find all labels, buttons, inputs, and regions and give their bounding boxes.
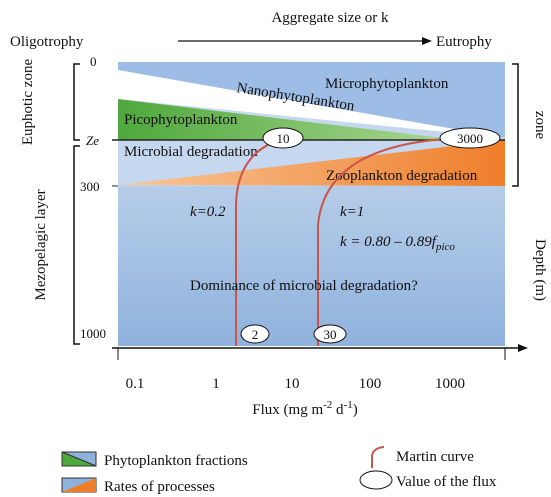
x-tick-label: 100	[359, 376, 382, 392]
x-tick-label: 1000	[435, 376, 465, 392]
zone-label: Euphotic zone	[20, 59, 36, 146]
formula: k = 0.80 – 0.89fpico	[340, 234, 455, 253]
x-tick-label: 1	[212, 376, 220, 392]
legend-text: Value of the flux	[396, 474, 497, 490]
right-label: Depth (m)	[532, 239, 548, 301]
x-label-part: d	[332, 402, 344, 418]
region-label: Microbial degradation	[124, 144, 258, 160]
depth-tick: 300	[80, 179, 100, 194]
legend-icon	[61, 451, 97, 467]
curve-label: k=1	[340, 204, 364, 220]
arrow-head	[422, 37, 432, 45]
region-label: Zooplankton degradation	[326, 168, 478, 184]
pico-region	[118, 99, 450, 140]
x-tick-label: 0.1	[126, 376, 145, 392]
x-label-sup: -2	[323, 399, 332, 411]
x-label-part: Flux (mg m	[252, 402, 323, 418]
formula-sub: pico	[435, 241, 455, 253]
legend-text: Rates of processes	[104, 479, 215, 495]
flux-value: 3000	[457, 131, 483, 146]
question: Dominance of microbial degradation?	[190, 278, 418, 294]
flux-value: 10	[277, 131, 290, 146]
x-label: Flux (mg m-2 d-1)	[252, 399, 357, 418]
depth-tick: 0	[90, 54, 97, 69]
zoo-region	[118, 140, 505, 186]
flux-value: 30	[324, 327, 337, 342]
bracket	[73, 145, 80, 345]
flux-value: 2	[252, 327, 259, 342]
martin-curve	[317, 138, 446, 346]
depth-tick: 1000	[80, 326, 106, 341]
header-right: Eutrophy	[436, 34, 492, 50]
header-title: Aggregate size or k	[271, 10, 389, 26]
x-label-part: )	[353, 402, 358, 418]
legend-icon	[371, 446, 385, 468]
flux-ellipse	[240, 324, 270, 344]
formula-main: k = 0.80 – 0.89f	[340, 234, 438, 250]
header-left: Oligotrophy	[10, 34, 84, 50]
arrow-head	[518, 344, 528, 352]
zone-line: Euphotic zone	[20, 59, 36, 146]
curve-label: k=0.2	[190, 204, 226, 220]
x-label-sup: -1	[344, 399, 353, 411]
bracket	[512, 63, 519, 187]
legend-text: Martin curve	[396, 449, 474, 465]
legend-icon	[359, 470, 393, 490]
flux-ellipse	[313, 324, 347, 344]
depth-tick: Ze	[86, 133, 99, 148]
flux-ellipse	[439, 127, 501, 149]
legend-text: Phytoplankton fractions	[104, 453, 248, 469]
flux-ellipse	[262, 127, 304, 149]
micro-region	[118, 62, 505, 138]
x-tick-label: 10	[285, 376, 300, 392]
legend-icon	[62, 478, 96, 492]
region-label: Picophytoplankton	[124, 112, 238, 128]
zone-label: Mezopelagic layer	[33, 189, 49, 300]
bracket	[73, 63, 80, 141]
nano-region	[118, 70, 505, 138]
region-label: Microphytoplankton	[325, 76, 449, 92]
right-zone: zone	[532, 111, 548, 140]
